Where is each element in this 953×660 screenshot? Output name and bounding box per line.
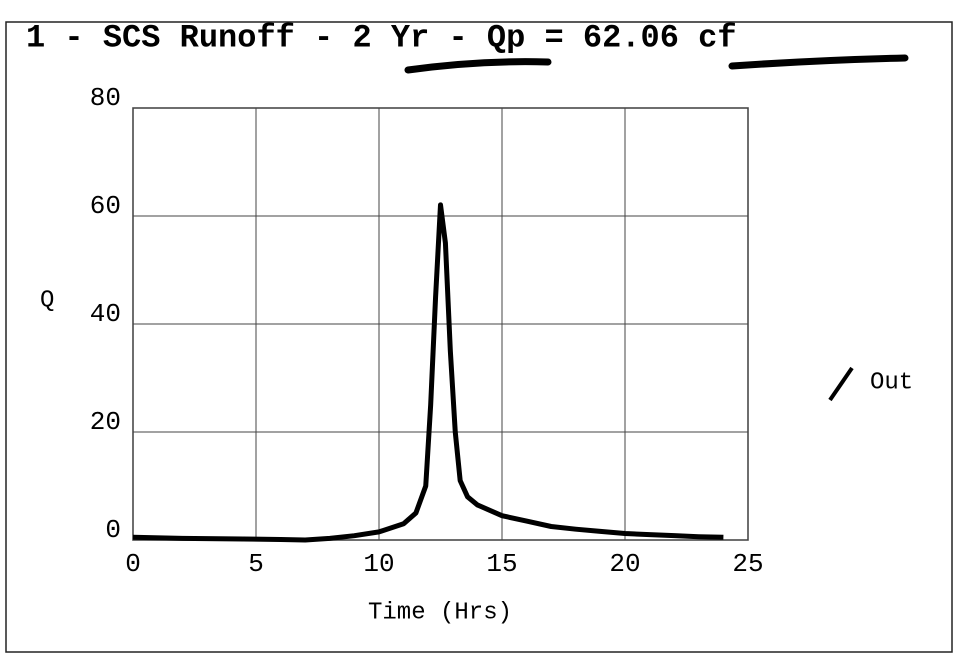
y-tick-label: 60 [90, 191, 121, 221]
x-tick-label: 15 [486, 549, 517, 579]
x-tick-label: 5 [248, 549, 264, 579]
x-tick-label: 0 [125, 549, 141, 579]
underline [728, 54, 909, 70]
legend-label: Out [870, 369, 913, 396]
x-axis-label: Time (Hrs) [368, 599, 512, 626]
y-tick-label: 20 [90, 407, 121, 437]
y-tick-label: 80 [90, 83, 121, 113]
underline [404, 58, 552, 74]
chart-title: 1 - SCS Runoff - 2 Yr - Qp = 62.06 cf [26, 19, 737, 56]
y-tick-label: 40 [90, 299, 121, 329]
x-tick-label: 10 [363, 549, 394, 579]
data-line [132, 202, 724, 543]
x-tick-label: 25 [732, 549, 763, 579]
frame [5, 21, 953, 653]
y-axis-label: Q [40, 287, 54, 314]
legend-mark [828, 366, 854, 402]
y-tick-label: 0 [105, 515, 121, 545]
x-tick-label: 20 [609, 549, 640, 579]
